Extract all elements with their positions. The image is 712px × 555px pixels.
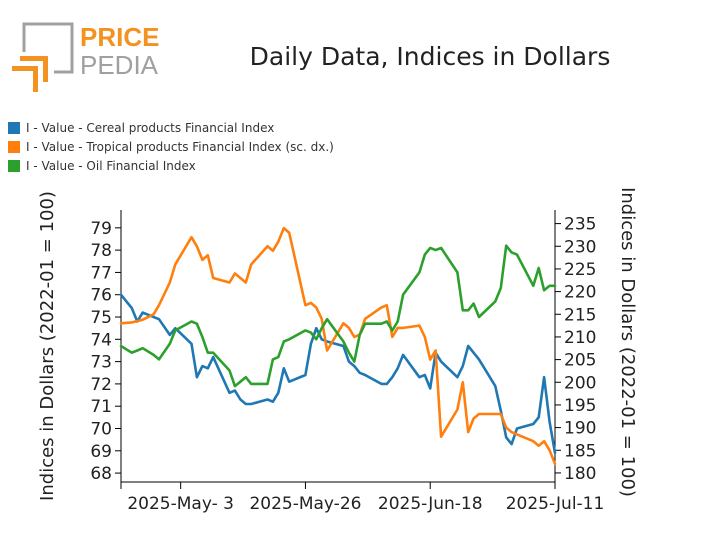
y-tick-label-right: 210 [564, 328, 596, 348]
y-axis-label-right: Indices in Dollars (2022-01 = 100) [617, 187, 638, 497]
y-tick-label-left: 77 [90, 263, 112, 283]
y-tick-label-right: 180 [564, 464, 596, 484]
y-tick-label-right: 220 [564, 283, 596, 303]
legend-item-oil: I - Value - Oil Financial Index [8, 156, 334, 175]
y-tick-label-left: 74 [90, 330, 112, 350]
x-tick-label: 2025-Jul-11 [506, 494, 605, 514]
y-tick-label-left: 73 [90, 353, 112, 373]
logo-mark-bar-3 [20, 56, 48, 61]
series-line-tropical [119, 226, 557, 466]
y-tick-label-right: 200 [564, 373, 596, 393]
logo-mark-bar-4 [43, 56, 48, 82]
y-tick-label-right: 225 [564, 260, 596, 280]
y-tick-label-right: 230 [564, 237, 596, 257]
legend-item-tropical: I - Value - Tropical products Financial … [8, 137, 334, 156]
y-tick-label-right: 185 [564, 441, 596, 461]
legend-swatch-tropical [8, 140, 20, 153]
y-tick-label-right: 215 [564, 305, 596, 325]
logo-text-bottom: PEDIA [80, 50, 159, 80]
legend-swatch-oil [8, 159, 20, 172]
pricepedia-logo: PRICE PEDIA [12, 22, 159, 92]
x-tick-label: 2025-Jun-18 [378, 494, 483, 514]
y-axis-label-left: Indices in Dollars (2022-01 = 100) [37, 191, 58, 501]
y-tick-label-left: 72 [90, 375, 112, 395]
legend-label-tropical: I - Value - Tropical products Financial … [26, 139, 334, 154]
x-tick-label: 2025-May-26 [249, 494, 361, 514]
y-tick-label-right: 190 [564, 419, 596, 439]
y-tick-label-left: 68 [90, 464, 112, 484]
y-tick-label-left: 70 [90, 419, 112, 439]
series-line-cereal [119, 293, 557, 455]
y-tick-label-left: 79 [90, 219, 112, 239]
series-lines [119, 226, 557, 466]
y-tick-label-left: 71 [90, 397, 112, 417]
series-line-oil [119, 244, 557, 388]
legend-label-cereal: I - Value - Cereal products Financial In… [26, 120, 275, 135]
logo-mark-bar-2 [33, 66, 38, 92]
y-tick-label-left: 75 [90, 308, 112, 328]
y-tick-label-right: 195 [564, 396, 596, 416]
logo-text-top: PRICE [80, 22, 159, 52]
x-tick-label: 2025-May- 3 [127, 494, 234, 514]
axes: 6869707172737475767778791801851901952002… [90, 210, 604, 514]
legend-label-oil: I - Value - Oil Financial Index [26, 158, 196, 173]
logo-mark-bar-1 [12, 66, 38, 71]
y-tick-label-right: 205 [564, 351, 596, 371]
legend: I - Value - Cereal products Financial In… [8, 118, 334, 175]
y-tick-label-left: 69 [90, 442, 112, 462]
y-tick-label-right: 235 [564, 215, 596, 235]
logo-frame [22, 22, 74, 74]
y-tick-label-left: 78 [90, 241, 112, 261]
legend-item-cereal: I - Value - Cereal products Financial In… [8, 118, 334, 137]
chart-title: Daily Data, Indices in Dollars [249, 42, 611, 71]
legend-swatch-cereal [8, 121, 20, 134]
y-tick-label-left: 76 [90, 286, 112, 306]
